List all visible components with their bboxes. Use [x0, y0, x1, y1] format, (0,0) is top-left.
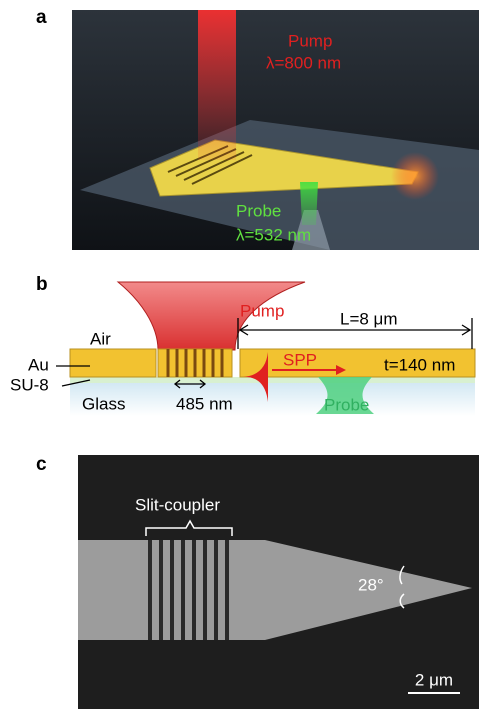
au-layer [69, 348, 157, 378]
slits [166, 349, 224, 377]
glass-label: Glass [82, 394, 125, 413]
length-label: L=8 μm [340, 309, 398, 328]
pump-label: Pump [288, 31, 332, 50]
tip-glow [391, 152, 439, 200]
pump-beam [198, 10, 236, 160]
angle-label: 28° [358, 575, 384, 594]
scale-label: 2 μm [415, 670, 453, 689]
spp-arrowhead [336, 365, 346, 375]
angle-arrows [399, 565, 405, 609]
glass-layer [70, 380, 475, 416]
spp-label: SPP [283, 350, 317, 369]
coupler-label: Slit-coupler [135, 495, 220, 514]
air-label: Air [90, 329, 111, 348]
coupler-brace [145, 519, 233, 536]
objective [292, 210, 330, 250]
probe-wavelength: λ=532 nm [236, 225, 311, 244]
pump-funnel [116, 281, 306, 351]
probe-label: Probe [236, 201, 281, 220]
probe-label: Probe [324, 395, 369, 414]
sem-slits [148, 540, 229, 640]
period-label: 485 nm [176, 394, 233, 413]
thickness-label: t=140 nm [384, 355, 455, 374]
dimension-lines [56, 318, 473, 389]
su8-layer [70, 377, 475, 383]
sem-taper [78, 540, 472, 640]
au-label: Au [28, 355, 49, 374]
panel-label: c [36, 454, 47, 475]
su8-label: SU-8 [10, 375, 49, 394]
panel-label: b [36, 274, 48, 295]
probe-beam [300, 182, 318, 225]
pump-label: Pump [240, 301, 284, 320]
pump-wavelength: λ=800 nm [266, 53, 341, 72]
panel-label: a [36, 7, 47, 28]
probe-shape [316, 377, 374, 414]
spp-field [242, 352, 268, 402]
